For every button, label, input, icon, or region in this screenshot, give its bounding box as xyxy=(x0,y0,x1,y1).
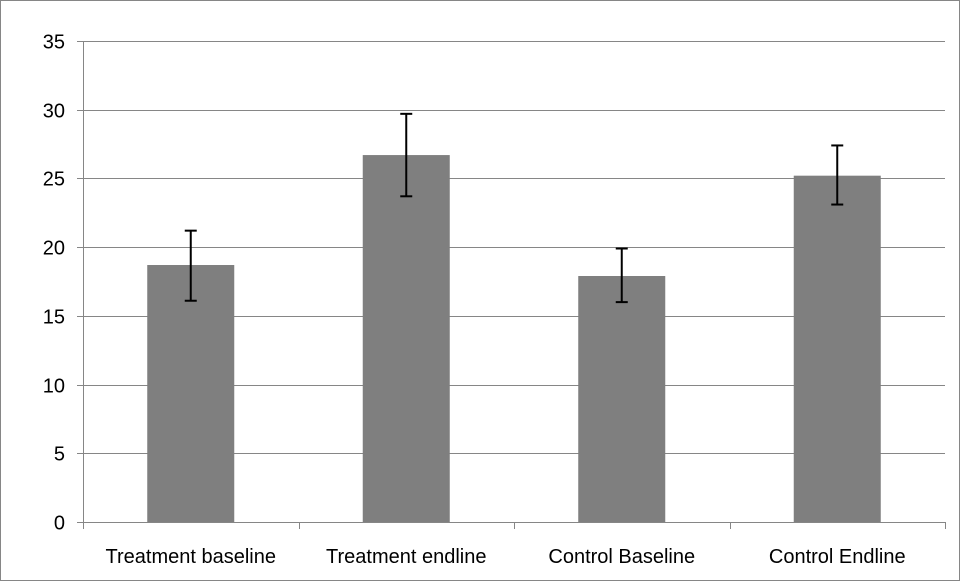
y-tick-label: 30 xyxy=(43,101,65,123)
y-tick-label: 5 xyxy=(54,444,65,466)
x-axis-labels: Treatment baseline Treatment endline Contr… xyxy=(106,546,906,568)
error-bar xyxy=(400,112,413,198)
y-tick-label: 10 xyxy=(43,376,65,398)
y-tick-label: 15 xyxy=(43,307,65,329)
y-tick-label: 0 xyxy=(54,513,65,535)
x-category-label: Control Baseline xyxy=(548,546,695,568)
error-bar xyxy=(615,247,628,304)
bars xyxy=(147,155,881,522)
y-tick-label: 35 xyxy=(43,32,65,54)
error-bars xyxy=(184,112,844,304)
x-category-label: Treatment endline xyxy=(326,546,486,568)
x-axis xyxy=(83,41,946,529)
error-bar xyxy=(184,229,197,302)
bar xyxy=(578,276,666,522)
bar xyxy=(793,175,881,522)
bar xyxy=(147,265,235,522)
y-tick-label: 20 xyxy=(43,238,65,260)
x-category-label: Treatment baseline xyxy=(106,546,276,568)
x-category-label: Control Endline xyxy=(769,546,906,568)
y-axis-ticks: 0 5 10 15 20 25 30 35 xyxy=(43,32,65,535)
error-bar xyxy=(831,144,844,206)
y-tick-label: 25 xyxy=(43,169,65,191)
bar xyxy=(362,155,450,522)
